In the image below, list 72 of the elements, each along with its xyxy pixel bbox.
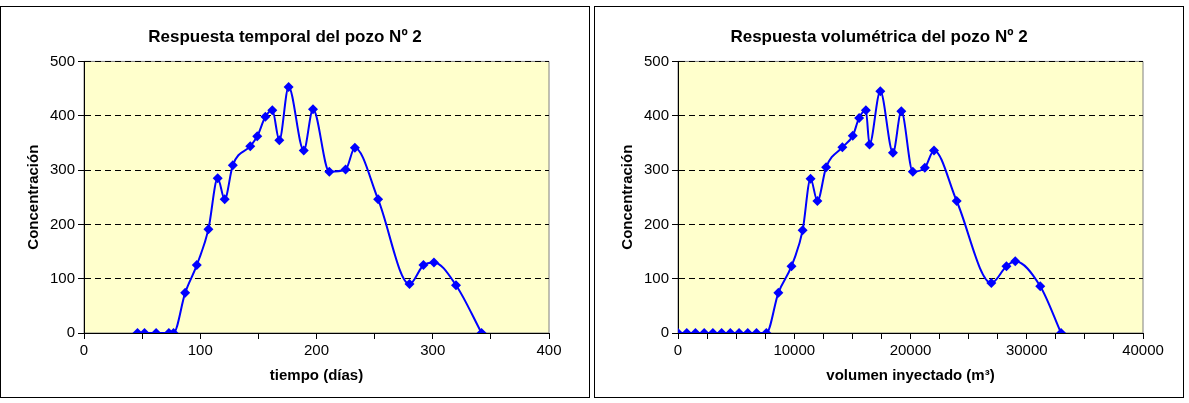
y-tick-label: 400 <box>644 105 670 123</box>
point <box>1035 281 1046 292</box>
x-tick-label: 30000 <box>1005 341 1048 359</box>
point <box>219 194 230 205</box>
point <box>896 106 907 117</box>
y-tick-label: 500 <box>50 51 76 69</box>
x-axis-title: volumen inyectado (m³) <box>826 366 995 384</box>
x-axis-title: tiempo (días) <box>269 366 364 384</box>
point <box>773 287 784 298</box>
point <box>797 225 808 236</box>
point <box>180 287 191 298</box>
y-tick-label: 200 <box>644 214 670 232</box>
x-tick-label: 0 <box>673 341 683 359</box>
point <box>212 173 223 184</box>
chart-title: Respuesta volumétrica del pozo Nº 2 <box>730 26 1028 46</box>
point <box>786 261 797 272</box>
point <box>340 164 351 175</box>
y-tick-label: 0 <box>660 323 670 341</box>
point <box>951 196 962 206</box>
point <box>252 131 263 142</box>
point <box>854 112 865 123</box>
chart-title: Respuesta temporal del pozo Nº 2 <box>148 26 422 46</box>
x-tick-label: 300 <box>420 341 446 359</box>
point <box>847 130 858 141</box>
x-tick-label: 100 <box>187 341 213 359</box>
y-axis-title: Concentración <box>24 144 42 250</box>
y-tick-label: 100 <box>644 268 670 286</box>
point <box>986 278 997 289</box>
point <box>227 160 238 171</box>
point <box>1001 261 1012 272</box>
x-tick-label: 400 <box>536 341 562 359</box>
y-tick-label: 100 <box>50 268 76 286</box>
point <box>812 196 823 206</box>
point <box>821 162 832 173</box>
point <box>837 142 848 153</box>
point <box>875 86 886 97</box>
point <box>451 280 462 291</box>
point <box>805 173 816 184</box>
point <box>283 81 294 92</box>
x-tick-label: 20000 <box>889 341 932 359</box>
y-tick-label: 200 <box>50 214 76 232</box>
point <box>245 141 256 152</box>
y-tick-label: 500 <box>644 51 670 69</box>
point <box>324 166 335 177</box>
point <box>191 260 202 271</box>
point <box>308 104 319 115</box>
x-tick-label: 10000 <box>773 341 816 359</box>
point <box>267 105 278 116</box>
y-axis-title: Concentración <box>618 144 636 250</box>
x-tick-label: 200 <box>304 341 330 359</box>
point <box>404 279 415 290</box>
point <box>349 142 360 153</box>
point <box>373 194 384 205</box>
point <box>298 145 309 156</box>
y-tick-label: 300 <box>644 160 670 178</box>
point <box>864 139 875 150</box>
x-tick-label: 0 <box>79 341 89 359</box>
y-tick-label: 0 <box>66 323 76 341</box>
x-tick-label: 40000 <box>1122 341 1164 359</box>
point <box>274 135 285 146</box>
point <box>929 145 939 156</box>
y-tick-label: 300 <box>50 160 76 178</box>
point <box>260 111 271 122</box>
point <box>860 105 871 116</box>
y-tick-label: 400 <box>50 105 76 123</box>
point <box>907 166 918 177</box>
point <box>428 257 439 268</box>
point <box>203 224 214 235</box>
point <box>1010 256 1021 267</box>
point <box>887 147 898 158</box>
point <box>418 260 429 271</box>
point <box>919 162 930 173</box>
